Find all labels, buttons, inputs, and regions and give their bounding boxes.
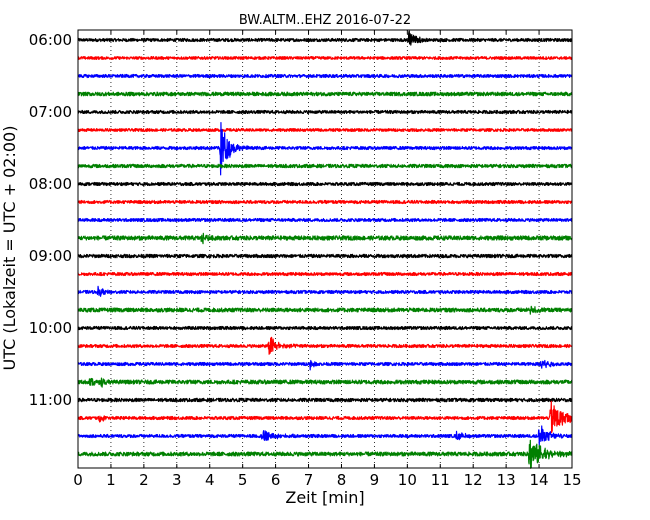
x-axis-label: Zeit [min] [285, 488, 364, 507]
x-tick-label: 5 [238, 471, 248, 489]
seismic-trace [77, 122, 573, 176]
x-tick-label: 1 [106, 471, 116, 489]
seismic-trace [77, 305, 573, 315]
seismic-trace [77, 400, 573, 434]
seismic-trace [77, 325, 573, 331]
seismic-trace [77, 271, 573, 277]
x-tick-label: 15 [562, 471, 581, 489]
seismic-trace [77, 377, 573, 388]
seismic-trace [77, 181, 573, 187]
y-tick-label: 08:00 [29, 175, 72, 193]
seismic-trace [77, 425, 573, 446]
seismic-trace [77, 336, 573, 355]
x-tick-label: 3 [172, 471, 182, 489]
seismic-trace [77, 199, 573, 205]
seismic-trace [77, 285, 573, 297]
seismic-trace [77, 217, 573, 223]
trace-group [77, 30, 573, 469]
seismic-trace [77, 253, 573, 259]
seismic-trace [77, 55, 573, 61]
x-tick-label: 8 [337, 471, 347, 489]
seismic-trace [77, 109, 573, 115]
x-tick-label: 9 [370, 471, 380, 489]
y-tick-label: 10:00 [29, 319, 72, 337]
x-axis: 0 1 2 3 4 5 6 7 8 9 10 11 12 13 14 15 [73, 30, 582, 489]
chart-title: BW.ALTM..EHZ 2016-07-22 [239, 13, 411, 28]
seismic-trace [77, 91, 573, 97]
seismic-trace [77, 73, 573, 79]
y-axis: 06:00 07:00 08:00 09:00 10:00 11:00 [29, 31, 572, 409]
y-tick-label: 07:00 [29, 103, 72, 121]
y-tick-label: 11:00 [29, 391, 72, 409]
x-tick-label: 13 [497, 471, 516, 489]
x-tick-label: 0 [73, 471, 83, 489]
x-tick-label: 2 [139, 471, 149, 489]
plot-frame [77, 29, 573, 469]
y-tick-label: 09:00 [29, 247, 72, 265]
y-axis-label: UTC (Lokalzeit = UTC + 02:00) [0, 126, 19, 371]
seismic-trace [77, 359, 573, 371]
seismic-trace [77, 30, 573, 46]
x-tick-label: 10 [398, 471, 417, 489]
x-tick-label: 11 [431, 471, 450, 489]
y-tick-label: 06:00 [29, 31, 72, 49]
seismic-trace [77, 127, 573, 133]
seismic-trace [77, 397, 573, 403]
x-tick-label: 4 [205, 471, 215, 489]
x-tick-label: 6 [271, 471, 281, 489]
x-tick-label: 14 [530, 471, 549, 489]
seismic-trace [77, 439, 573, 469]
seismic-trace [77, 232, 573, 245]
seismic-trace [77, 163, 573, 169]
x-tick-label: 7 [304, 471, 314, 489]
x-tick-label: 12 [464, 471, 483, 489]
